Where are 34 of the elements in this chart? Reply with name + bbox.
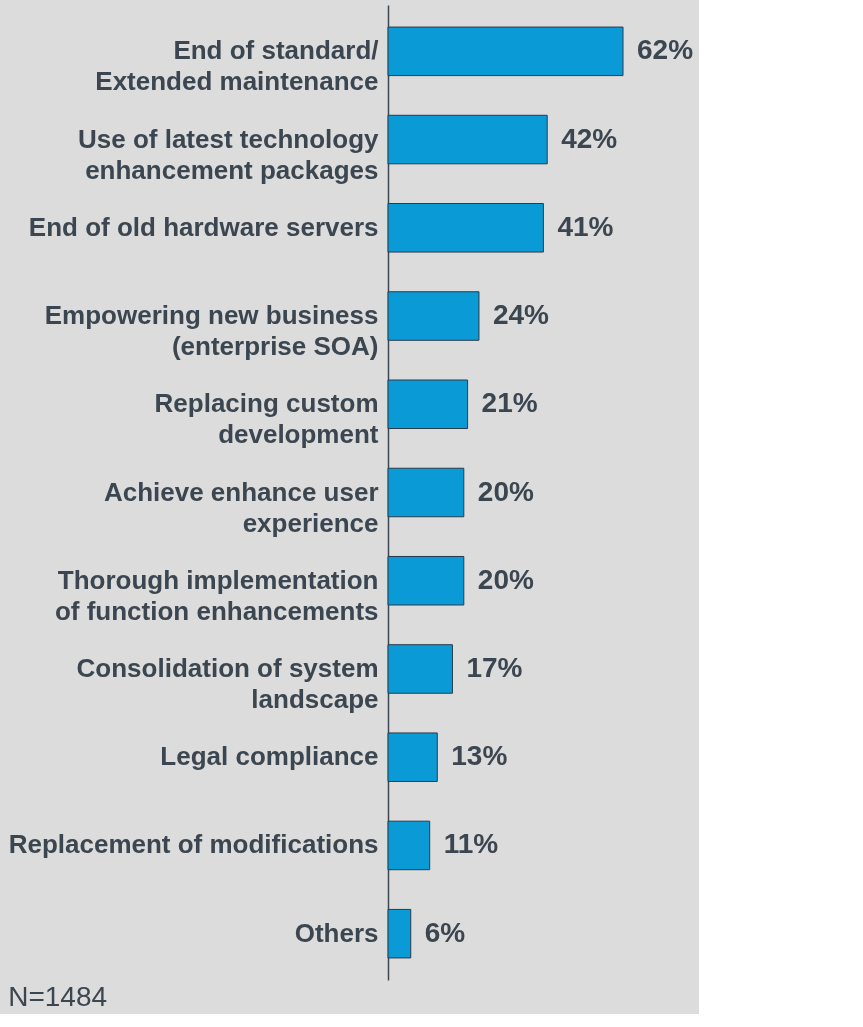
bar — [387, 26, 624, 77]
y-tick-label: Replacement of modifications — [8, 829, 379, 860]
y-tick-label: Consolidation of system landscape — [76, 652, 379, 714]
bar — [387, 379, 469, 430]
data-label: 41% — [557, 210, 614, 242]
y-tick-label: Replacing custom development — [154, 388, 379, 450]
data-label: 42% — [561, 122, 618, 154]
data-label: 24% — [492, 299, 550, 331]
data-label: 6% — [424, 916, 466, 948]
bar — [387, 644, 453, 694]
bar — [387, 820, 431, 871]
y-tick-label: Achieve enhance user experience — [103, 476, 379, 538]
y-tick-label: Use of latest technology enhancement packages — [78, 123, 380, 185]
bar — [387, 114, 548, 165]
bar — [387, 203, 544, 253]
data-label: 20% — [477, 563, 534, 595]
y-tick-label: End of standard/ Extended maintenance — [95, 35, 379, 97]
data-label: 20% — [477, 475, 534, 507]
text: N=1484 — [8, 981, 108, 1012]
data-label: 21% — [481, 387, 538, 419]
bar — [387, 555, 465, 606]
bar — [387, 291, 480, 341]
bar — [387, 732, 438, 782]
bar — [387, 467, 465, 518]
y-tick-label: Others — [294, 917, 379, 948]
y-tick-label: Empowering new business (enterprise SOA) — [44, 300, 379, 362]
bar — [387, 908, 412, 959]
data-label: 13% — [451, 740, 508, 772]
data-label: 11% — [443, 828, 499, 860]
data-label: 17% — [466, 651, 523, 683]
y-tick-label: Thorough implementation of function enhancements — [54, 564, 379, 626]
y-tick-label: End of old hardware servers — [28, 211, 379, 242]
data-label: 62% — [637, 34, 694, 66]
y-tick-label: Legal compliance — [160, 741, 379, 772]
